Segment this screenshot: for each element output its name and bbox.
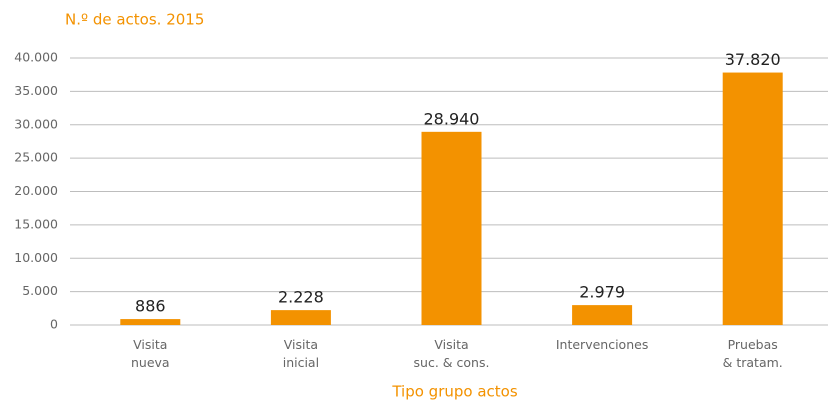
bar [572,305,633,325]
bar [120,319,181,325]
bar [270,310,331,325]
bar [722,72,783,325]
data-label: 886 [135,297,166,316]
x-tick-label-line: nueva [131,355,170,370]
y-tick-label: 5.000 [22,283,58,298]
y-tick-label: 10.000 [14,250,58,265]
y-tick-label: 25.000 [14,150,58,165]
x-tick-label: Visita suc. & cons. [414,337,490,370]
data-label: 37.820 [725,50,781,69]
x-tick-label: Pruebas & tratam. [723,337,783,370]
y-tick-label: 15.000 [14,216,58,231]
x-tick-label-line: Visita [284,337,318,352]
chart-title: N.º de actos. 2015 [65,11,204,29]
y-tick-label: 0 [50,317,58,332]
x-tick-label-line: & tratam. [723,355,783,370]
data-label: 2.979 [579,283,625,302]
bar [421,131,482,325]
y-tick-label: 40.000 [14,50,58,65]
x-tick-label-line: Intervenciones [556,337,648,352]
y-tick-label: 35.000 [14,83,58,98]
x-tick-label-line: suc. & cons. [414,355,490,370]
y-tick-label: 30.000 [14,116,58,131]
x-tick-label: Visita nueva [131,337,170,370]
x-tick-label: Visita inicial [283,337,319,370]
x-tick-label: Intervenciones [556,337,648,352]
y-tick-label: 20.000 [14,183,58,198]
data-label: 2.228 [278,288,324,307]
x-axis-title: Tipo grupo actos [391,383,517,401]
x-tick-label-line: Visita [133,337,167,352]
data-label: 28.940 [424,109,480,128]
x-tick-label-line: Visita [434,337,468,352]
x-tick-label-line: inicial [283,355,319,370]
x-tick-label-line: Pruebas [728,337,778,352]
